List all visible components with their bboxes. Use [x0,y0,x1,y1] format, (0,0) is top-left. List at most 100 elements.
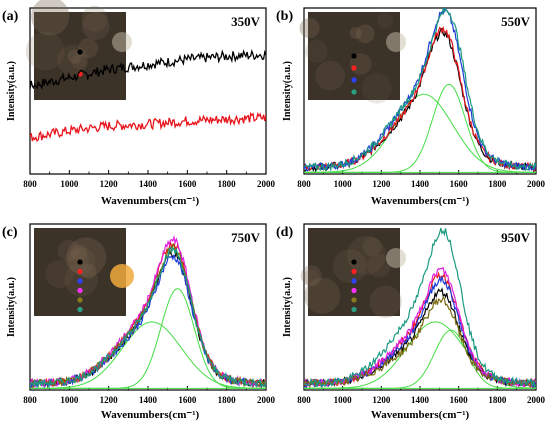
voltage-label: 350V [231,14,261,29]
inset-texture [78,38,99,59]
inset-dot [77,287,83,294]
fit-D-band [30,321,266,389]
panel-letter: (d) [276,225,293,240]
x-tick-label: 1800 [218,179,237,189]
inset-dot [351,77,357,83]
inset-highlight [112,32,132,52]
inset-texture [45,259,74,289]
inset-highlight [386,32,406,52]
inset-dot [77,297,83,303]
x-tick-label: 1400 [411,179,430,189]
x-tick-label: 1000 [334,179,353,189]
x-tick-label: 2000 [257,395,276,405]
inset-texture [300,265,322,287]
inset-dot [77,268,83,275]
fit-G-band [304,83,536,173]
inset-texture [361,73,392,104]
x-tick-label: 1800 [218,395,237,405]
inset-texture [367,254,391,278]
inset-texture [369,285,402,318]
spectrum-black [30,48,266,90]
x-tick-label: 1600 [178,395,197,405]
inset-texture [346,235,386,275]
inset-dot [351,306,357,313]
panel-0: 800 1000 1200 1400 1600 1800 2000 Wavenumbers(c… [2,0,276,207]
inset-texture [31,0,70,36]
x-axis-label: Wavenumbers(cm⁻¹) [101,409,200,421]
x-tick-label: 800 [23,395,37,405]
inset-texture [81,263,97,280]
inset-dot [351,259,357,265]
y-axis-label: Intensity(a.u.) [282,61,293,121]
curves [30,48,266,143]
x-tick-label: 1400 [139,395,158,405]
x-tick-label: 1400 [411,395,430,405]
panel-letter: (a) [2,9,19,24]
spectrum-teal [30,245,266,389]
inset-texture [81,12,110,40]
inset-dot [351,89,357,95]
inset-texture [65,248,90,272]
inset-texture [304,277,341,314]
inset-texture [81,5,108,32]
x-tick-label: 1200 [372,395,391,405]
voltage-label: 950V [501,230,531,245]
inset-dot [77,278,83,284]
inset-highlight [386,248,406,268]
panel-1: 800 1000 1200 1400 1600 1800 2000 Wavenumbers(c… [276,7,546,207]
x-tick-label: 1200 [100,395,119,405]
inset-texture [303,269,320,286]
inset-texture [25,31,65,71]
inset-texture [377,12,394,29]
curves [304,8,536,173]
inset-texture [71,53,87,69]
y-axis-label: Intensity(a.u.) [282,277,293,337]
inset-texture [355,24,375,44]
x-tick-label: 800 [297,395,311,405]
inset-texture [70,244,87,261]
inset-texture [362,237,382,257]
fit-G-band [304,329,536,389]
inset-dot [351,287,357,294]
inset-texture [332,249,367,284]
spectrum-teal [304,227,536,388]
y-axis-label: Intensity(a.u.) [6,277,17,337]
spectrum-blue [30,254,266,389]
x-axis-label: Wavenumbers(cm⁻¹) [371,409,470,421]
inset-dot [351,278,357,284]
inset-highlight [110,264,134,288]
inset-micrograph [34,12,126,100]
inset-texture [57,239,80,262]
x-tick-label: 2000 [527,179,546,189]
x-tick-label: 1600 [450,179,469,189]
x-tick-label: 1000 [334,395,353,405]
inset-dot [77,259,83,265]
x-tick-label: 1800 [488,179,507,189]
x-tick-label: 2000 [257,179,276,189]
curves [30,234,266,389]
x-tick-label: 1200 [372,179,391,189]
panel-letter: (c) [2,225,18,240]
x-tick-label: 1400 [139,179,158,189]
panel-2: 800 1000 1200 1400 1600 1800 2000 Wavenumbers(c… [2,223,276,421]
spectrum-red [30,111,266,143]
x-tick-label: 1600 [178,179,197,189]
inset-texture [305,40,328,63]
panel-letter: (b) [276,9,293,24]
fit-G-band [30,288,266,389]
fit-D-band [304,93,536,173]
x-tick-label: 1200 [100,179,119,189]
y-axis-label: Intensity(a.u.) [6,61,17,121]
x-tick-label: 1600 [450,395,469,405]
x-tick-label: 1000 [60,395,79,405]
x-tick-label: 800 [297,179,311,189]
voltage-label: 750V [231,230,261,245]
inset-dot [77,306,83,313]
inset-texture [315,60,345,91]
spectrum-teal [304,8,536,172]
inset-texture [299,17,320,39]
inset-dot [351,65,357,71]
inset-texture [349,26,362,40]
x-tick-label: 1000 [60,179,79,189]
